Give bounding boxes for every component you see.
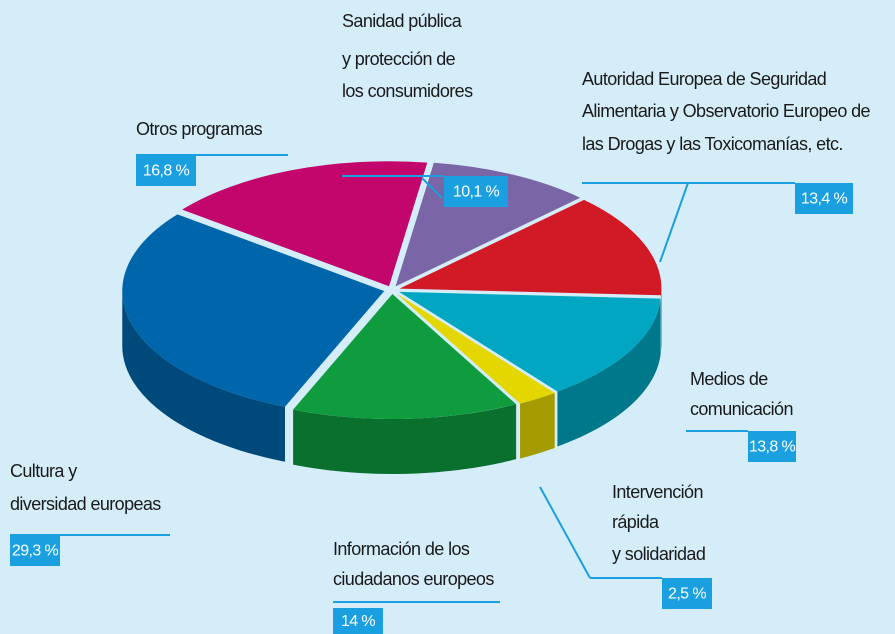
slice	[122, 214, 385, 407]
category-label: y protección de	[342, 49, 456, 69]
category-label: Información de los	[333, 539, 470, 559]
category-label: Intervención	[612, 482, 703, 502]
category-label: comunicación	[690, 399, 793, 419]
category-label: rápida	[612, 512, 660, 532]
category-label: Autoridad Europea de Seguridad	[582, 69, 826, 89]
category-label: los consumidores	[342, 81, 473, 101]
slice-side	[293, 404, 517, 474]
value-label: 14 %	[341, 613, 375, 630]
value-label: 13,8 %	[749, 439, 796, 456]
category-label: y solidaridad	[612, 544, 705, 564]
slice	[182, 161, 428, 287]
leader-line	[659, 182, 689, 263]
value-box	[10, 535, 60, 566]
category-label: diversidad europeas	[10, 494, 161, 514]
slice-side	[122, 291, 285, 462]
slice-side	[520, 392, 555, 459]
category-label: las Drogas y las Toxicomanías, etc.	[582, 134, 843, 154]
category-label: Cultura y	[10, 461, 77, 481]
slice	[399, 291, 661, 392]
value-label: 29,3 %	[12, 543, 59, 560]
value-box	[795, 183, 853, 214]
value-box	[136, 155, 196, 186]
value-label: 13,4 %	[801, 191, 848, 208]
value-label: 10,1 %	[453, 184, 500, 201]
value-label: 16,8 %	[143, 163, 190, 180]
slice-side	[557, 298, 661, 447]
value-box	[662, 578, 712, 609]
category-label: ciudadanos europeos	[333, 569, 494, 589]
value-box	[333, 608, 383, 634]
category-label: Otros programas	[136, 119, 263, 139]
slice	[293, 293, 517, 419]
category-label: Sanidad pública	[342, 11, 463, 31]
value-label: 2,5 %	[668, 586, 706, 603]
value-box	[444, 176, 508, 207]
slice	[395, 162, 581, 287]
slice	[399, 199, 662, 296]
leader-line	[539, 486, 591, 579]
slice	[396, 293, 555, 404]
category-label: Medios de	[690, 369, 768, 389]
leader-line	[421, 177, 443, 199]
category-label: Alimentaria y Observatorio Europeo de	[582, 101, 871, 121]
value-box	[748, 431, 796, 462]
